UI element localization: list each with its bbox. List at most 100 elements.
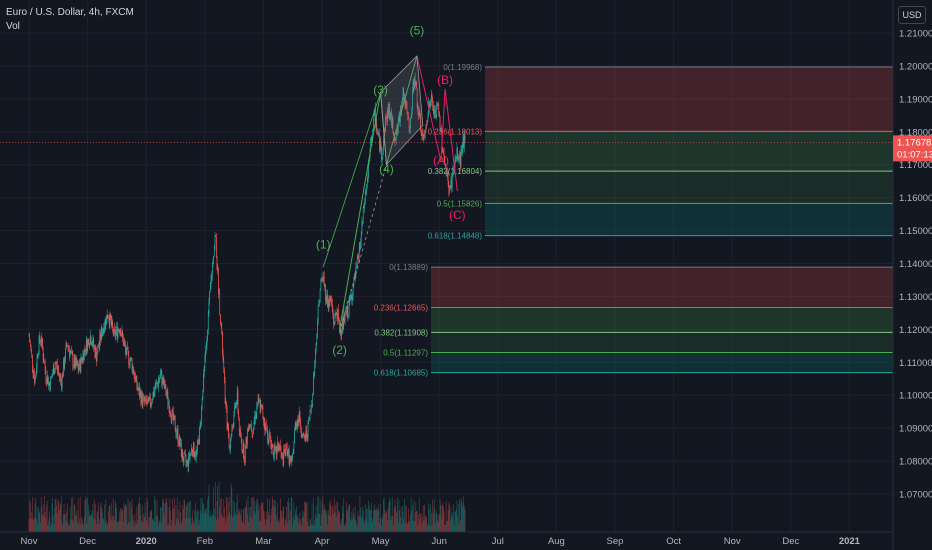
- volume-bar: [360, 507, 361, 532]
- volume-bar: [46, 501, 48, 532]
- candle-body: [235, 405, 237, 407]
- candle-body: [276, 446, 278, 455]
- volume-bar: [325, 513, 327, 532]
- candle-body: [126, 347, 128, 355]
- candle-body: [426, 124, 427, 126]
- candle-body: [440, 130, 442, 132]
- symbol-title[interactable]: Euro / U.S. Dollar, 4h, FXCM: [6, 7, 134, 18]
- volume-bar: [288, 503, 290, 532]
- wave-label[interactable]: (B): [437, 73, 453, 87]
- candle-body: [407, 112, 409, 116]
- candle-body: [450, 179, 452, 188]
- volume-bar: [370, 502, 372, 532]
- candle-body: [120, 329, 122, 337]
- volume-bar: [153, 496, 155, 532]
- candle-body: [114, 329, 115, 331]
- volume-bar: [432, 513, 434, 532]
- candle-body: [419, 111, 421, 117]
- volume-bar: [442, 502, 444, 532]
- candle-body: [439, 116, 441, 132]
- wave-label[interactable]: (3): [373, 83, 388, 97]
- candle-body: [45, 371, 47, 380]
- volume-bar: [139, 503, 141, 532]
- candle-body: [44, 363, 46, 372]
- candle-body: [315, 348, 316, 364]
- candle-body: [197, 439, 199, 442]
- volume-bar: [398, 499, 400, 532]
- volume-bar: [449, 520, 451, 532]
- last-price-tag[interactable]: [893, 135, 932, 162]
- candle-body: [80, 357, 82, 371]
- candle-body: [256, 404, 258, 415]
- volume-bar: [96, 512, 98, 532]
- candle-body: [186, 461, 188, 463]
- wave-label[interactable]: (C): [449, 208, 466, 222]
- volume-bar: [233, 514, 235, 532]
- wave-label[interactable]: (1): [316, 238, 331, 252]
- volume-bar: [315, 505, 317, 532]
- candle-body: [226, 407, 228, 430]
- volume-bar: [189, 518, 191, 532]
- volume-bar: [368, 500, 369, 532]
- candle-body: [365, 192, 367, 193]
- volume-bar: [292, 516, 294, 532]
- volume-bar: [196, 511, 198, 532]
- candle-body: [203, 373, 204, 390]
- candle-body: [172, 409, 173, 412]
- volume-bar: [276, 521, 278, 532]
- volume-bar: [294, 519, 295, 532]
- candle-body: [48, 381, 49, 385]
- volume-indicator-label[interactable]: Vol: [6, 21, 20, 32]
- volume-bar: [230, 483, 232, 532]
- candle-body: [143, 396, 144, 398]
- candle-body: [361, 221, 363, 234]
- volume-bar: [193, 521, 194, 532]
- wave-label[interactable]: (2): [332, 343, 347, 357]
- volume-bar: [344, 525, 346, 532]
- candle-body: [404, 97, 405, 99]
- candle-body: [36, 355, 38, 369]
- candle-body: [149, 397, 150, 401]
- currency-button[interactable]: USD: [898, 6, 926, 24]
- candle-body: [333, 316, 334, 324]
- candle-body: [358, 255, 359, 259]
- wave-label[interactable]: (A): [433, 154, 449, 168]
- volume-bar: [154, 522, 156, 532]
- volume-bar: [193, 524, 195, 532]
- candle-body: [57, 369, 59, 372]
- fib-retracement-upper[interactable]: 0(1.19968)0.236(1.18013)0.382(1.16804)0.…: [428, 63, 893, 241]
- time-axis[interactable]: Nov Dec 2020 Feb Mar Apr May Jun Jul Aug Sep Oct Nov…: [0, 531, 893, 547]
- wave-label[interactable]: (4): [379, 162, 394, 176]
- candle-body: [133, 367, 134, 374]
- volume-bar: [309, 518, 311, 532]
- candle-body: [89, 335, 91, 345]
- time-tick-label: Mar: [255, 536, 271, 547]
- volume-bar: [241, 521, 243, 532]
- volume-bar: [36, 518, 37, 532]
- volume-bar: [285, 520, 287, 532]
- candle-body: [137, 387, 138, 390]
- volume-bar: [430, 512, 432, 532]
- volume-bar: [180, 524, 182, 532]
- volume-bar: [410, 497, 412, 532]
- price-axis[interactable]: 1.21000 1.20000 1.19000 1.18000 1.17000 1.160…: [892, 0, 932, 550]
- candle-body: [395, 129, 397, 141]
- volume-bar: [406, 523, 408, 532]
- volume-bar: [428, 509, 430, 532]
- volume-bar: [317, 497, 318, 532]
- volume-bar: [393, 507, 395, 532]
- candle-body: [454, 161, 456, 168]
- candle-body: [121, 330, 123, 336]
- volume-bar: [373, 508, 375, 532]
- wave-label[interactable]: (5): [410, 24, 425, 38]
- volume-bar: [279, 522, 281, 532]
- fib-retracement-lower[interactable]: 0(1.13889) 0.236(1.12665) 0.382(1.11908) 0.…: [374, 263, 893, 378]
- candle-body: [308, 418, 310, 420]
- candle-body: [317, 305, 319, 324]
- candle-body: [50, 376, 52, 378]
- candle-body: [313, 373, 315, 378]
- volume-bar: [453, 504, 454, 532]
- elliott-wave-drawing[interactable]: (1) (2) (3) (4) (5) (A) (B) (C): [316, 24, 466, 357]
- candle-body: [173, 415, 175, 420]
